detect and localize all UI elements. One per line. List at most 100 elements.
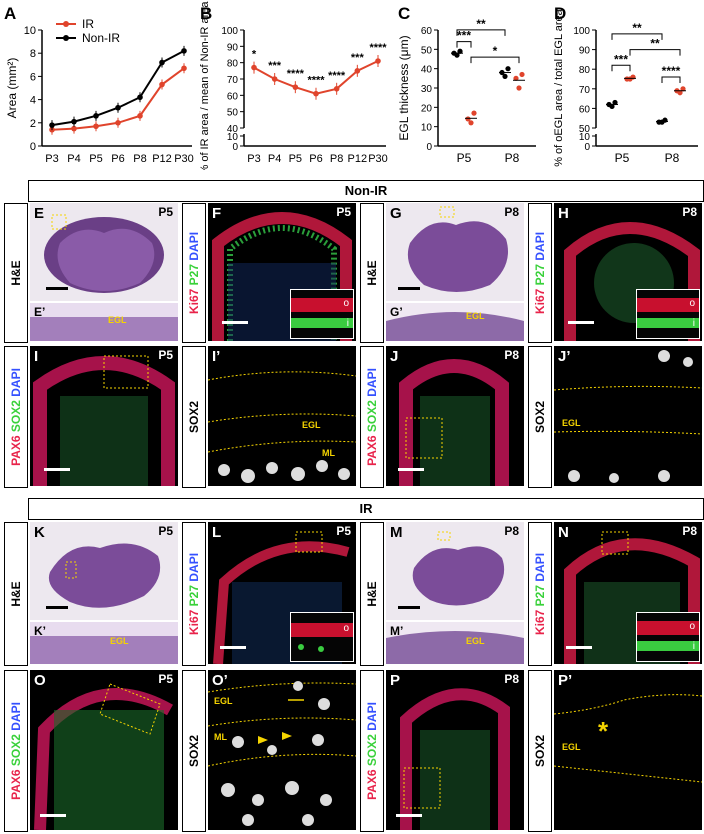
y-tick-label-c: 40	[421, 65, 433, 76]
y-tick-label-d: 0	[584, 142, 590, 153]
image-m: M P8	[386, 522, 524, 620]
panel-label-k-prime: K’	[34, 624, 46, 638]
data-point	[516, 85, 522, 91]
y-axis-label-c: EGL thickness (μm)	[397, 35, 411, 140]
significance-star: ****	[287, 68, 305, 80]
legend-marker	[63, 21, 69, 27]
stain-label-i: PAX6 SOX2 DAPI	[4, 346, 28, 488]
panel-label-g: G	[390, 205, 402, 222]
image-i: I P5	[30, 346, 178, 486]
data-point	[181, 48, 187, 54]
age-o: P5	[158, 672, 173, 686]
significance-star: ****	[662, 64, 681, 78]
data-point	[612, 99, 618, 106]
y-tick-label-b: 70	[227, 75, 239, 86]
data-point	[471, 110, 477, 116]
significance-star: ***	[457, 29, 471, 43]
significance-star: ****	[369, 42, 387, 54]
y-tick-label-b: 60	[227, 91, 239, 102]
panel-label-l: L	[212, 524, 222, 541]
image-f: F P5 o i	[208, 203, 356, 341]
y-tick-label-d: 10	[579, 132, 591, 143]
data-point	[375, 58, 381, 64]
data-point	[680, 86, 686, 92]
bracket-1	[456, 41, 472, 48]
y-tick-label-b: 90	[227, 42, 239, 53]
x-tick-label-d: P5	[615, 151, 630, 165]
stain-label-sox2-j: SOX2	[528, 346, 552, 488]
x-tick-label-b: P3	[247, 153, 260, 165]
y-axis-label-b: % of IR area / mean of Non-IR area	[199, 1, 211, 170]
age-n: P8	[682, 524, 697, 538]
y-tick-label-d: 90	[579, 46, 591, 57]
panel-label-n: N	[558, 524, 569, 541]
x-tick-label-c: P5	[457, 151, 472, 165]
banner-non-ir: Non-IR	[28, 180, 704, 202]
panel-label-i: I	[34, 348, 39, 365]
y-tick-label-c: 0	[426, 142, 432, 153]
y-tick-label-a: 8	[30, 48, 36, 60]
age-p: P8	[504, 672, 519, 686]
data-point	[137, 113, 143, 119]
bracket-2	[629, 49, 681, 56]
y-tick-label-c: 10	[421, 123, 433, 134]
y-tick-label-a: 4	[30, 95, 36, 107]
stain-label-sox2-p: SOX2	[528, 670, 552, 832]
age-j: P8	[504, 348, 519, 362]
image-g-prime: G’ EGL	[386, 303, 524, 341]
x-tick-label-a: P6	[111, 153, 124, 165]
panel-label-j: J	[390, 348, 399, 365]
age-h: P8	[682, 205, 697, 219]
y-tick-label-a: 6	[30, 71, 36, 83]
panel-label-d: D	[554, 4, 567, 23]
age-l: P5	[336, 524, 351, 538]
stain-label-he-e: H&E	[4, 203, 28, 343]
inset-h: o i	[636, 289, 700, 339]
annotation-egl-m: EGL	[466, 636, 485, 646]
y-tick-label-b: 0	[232, 142, 238, 153]
annotation-egl-k: EGL	[110, 636, 129, 646]
data-point	[115, 104, 121, 111]
panel-label-o-prime: O’	[212, 672, 228, 689]
annotation-ml-i: ML	[322, 448, 335, 458]
panel-label-g-prime: G’	[390, 305, 403, 319]
panel-label-m: M	[390, 524, 403, 541]
y-tick-label-b: 100	[221, 26, 238, 37]
panel-label-k: K	[34, 524, 45, 541]
stain-label-n: Ki67 P27 DAPI	[528, 522, 552, 666]
annotation-ml-o: ML	[214, 732, 227, 742]
significance-star: ****	[328, 70, 346, 82]
x-tick-label-a: P4	[67, 153, 80, 165]
y-tick-label-c: 50	[421, 45, 433, 56]
data-point	[502, 73, 508, 79]
panel-label-o: O	[34, 672, 46, 689]
y-tick-label-d: 50	[579, 124, 591, 135]
panel-label-f: F	[212, 205, 222, 222]
panel-label-b: B	[200, 4, 213, 23]
image-g: G P8	[386, 203, 524, 301]
data-point	[271, 76, 278, 82]
image-p-prime: P’ EGL *	[554, 670, 702, 830]
age-m: P8	[504, 524, 519, 538]
data-point	[677, 90, 683, 96]
significance-star: **	[650, 37, 660, 51]
data-point	[181, 65, 187, 72]
panel-label-e: E	[34, 205, 45, 222]
data-point	[519, 71, 525, 78]
panel-label-a: A	[4, 4, 17, 23]
x-tick-label-a: P8	[133, 153, 146, 165]
stain-label-j: PAX6 SOX2 DAPI	[360, 346, 384, 488]
annotation-egl-j: EGL	[562, 418, 581, 428]
image-e: E P5	[30, 203, 178, 301]
bracket-1	[611, 64, 631, 72]
data-point	[513, 75, 519, 81]
y-tick-label-c: 20	[421, 103, 433, 114]
image-k: K P5	[30, 522, 178, 620]
stain-label-sox2-o: SOX2	[182, 670, 206, 832]
x-tick-label-a: P3	[45, 153, 58, 165]
data-point	[137, 94, 143, 101]
panel-label-p-prime: P’	[558, 672, 573, 689]
x-tick-label-d: P8	[665, 151, 680, 165]
